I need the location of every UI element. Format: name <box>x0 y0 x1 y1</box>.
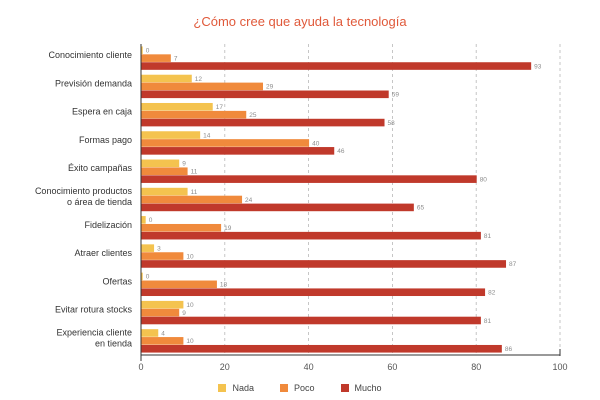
bar-nada-conocimiento-productos-o-area-de-tienda <box>141 187 188 196</box>
x-tick-label-60: 60 <box>387 362 397 372</box>
bar-poco-ofertas <box>141 280 217 289</box>
x-tick-label-20: 20 <box>220 362 230 372</box>
value-label-poco-conocimiento-productos-o-area-de-tienda: 24 <box>245 197 253 204</box>
category-label-formas-pago: Formas pago <box>79 135 132 145</box>
category-label-conocimiento-cliente: Conocimiento cliente <box>48 50 132 60</box>
x-tick-label-100: 100 <box>552 362 567 372</box>
bar-poco-fidelizacion <box>141 223 222 232</box>
value-label-mucho-experiencia-cliente-en-tienda: 86 <box>505 346 513 353</box>
bar-poco-formas-pago <box>141 139 310 147</box>
bar-nada-espera-en-caja <box>141 102 213 111</box>
bar-mucho-experiencia-cliente-en-tienda <box>141 344 502 353</box>
bar-nada-prevision-demanda <box>141 74 192 83</box>
category-label-atraer-clientes: Atraer clientes <box>74 248 132 258</box>
value-label-nada-atraer-clientes: 3 <box>157 245 161 252</box>
bar-mucho-conocimiento-cliente <box>141 62 532 70</box>
value-label-poco-evitar-rotura-stocks: 9 <box>182 310 186 317</box>
value-label-mucho-ofertas: 82 <box>488 290 496 297</box>
bar-mucho-formas-pago <box>141 147 335 155</box>
bar-poco-exito-campanas <box>141 167 188 176</box>
value-label-nada-conocimiento-cliente: 0 <box>146 48 150 55</box>
legend-item-poco: Poco <box>279 383 315 393</box>
category-label-conocimiento-productos-o-area-de-tienda: Conocimiento productos o área de tienda <box>35 186 133 207</box>
bar-poco-evitar-rotura-stocks <box>141 308 180 317</box>
bar-mucho-evitar-rotura-stocks <box>141 316 481 325</box>
bar-nada-ofertas <box>141 272 143 281</box>
value-label-mucho-formas-pago: 46 <box>337 148 345 155</box>
category-label-espera-en-caja: Espera en caja <box>72 107 132 117</box>
value-label-nada-evitar-rotura-stocks: 10 <box>186 302 194 309</box>
value-label-mucho-prevision-demanda: 59 <box>392 92 400 99</box>
category-label-fidelizacion: Fidelización <box>84 220 132 230</box>
legend-item-nada: Nada <box>218 383 254 393</box>
bar-mucho-fidelizacion <box>141 231 481 240</box>
value-label-poco-formas-pago: 40 <box>312 140 320 147</box>
bar-mucho-conocimiento-productos-o-area-de-tienda <box>141 203 414 212</box>
value-label-poco-conocimiento-cliente: 7 <box>174 55 178 62</box>
category-label-exito-campanas: Éxito campañas <box>68 163 133 173</box>
bar-nada-fidelizacion <box>141 216 146 224</box>
x-tick-label-0: 0 <box>138 362 143 372</box>
category-label-evitar-rotura-stocks: Evitar rotura stocks <box>55 305 133 315</box>
value-label-nada-fidelizacion: 0 <box>149 217 153 224</box>
bar-poco-conocimiento-cliente <box>141 54 171 62</box>
bar-nada-atraer-clientes <box>141 244 155 252</box>
category-label-prevision-demanda: Previsión demanda <box>55 78 132 88</box>
value-label-poco-experiencia-cliente-en-tienda: 10 <box>186 338 194 345</box>
value-label-mucho-exito-campanas: 80 <box>480 176 488 183</box>
value-label-poco-fidelizacion: 19 <box>224 225 232 232</box>
bar-mucho-ofertas <box>141 288 486 297</box>
value-label-poco-espera-en-caja: 25 <box>249 112 257 119</box>
legend-swatch-mucho <box>340 384 349 392</box>
value-label-poco-ofertas: 18 <box>220 282 228 289</box>
legend-swatch-poco <box>279 384 288 392</box>
legend-label-nada: Nada <box>232 383 254 393</box>
value-label-poco-prevision-demanda: 29 <box>266 84 274 91</box>
bar-mucho-atraer-clientes <box>141 260 507 268</box>
value-label-mucho-atraer-clientes: 87 <box>509 261 517 268</box>
bar-nada-experiencia-cliente-en-tienda <box>141 329 159 337</box>
value-label-poco-atraer-clientes: 10 <box>186 253 194 260</box>
value-label-nada-conocimiento-productos-o-area-de-tienda: 11 <box>191 189 198 196</box>
value-label-nada-prevision-demanda: 12 <box>195 76 203 83</box>
bar-poco-espera-en-caja <box>141 110 247 119</box>
value-label-mucho-conocimiento-productos-o-area-de-tienda: 65 <box>417 205 425 212</box>
value-label-nada-exito-campanas: 9 <box>182 161 186 168</box>
bar-mucho-exito-campanas <box>141 175 477 183</box>
value-label-nada-formas-pago: 14 <box>203 132 211 139</box>
legend-label-mucho: Mucho <box>354 383 382 393</box>
bar-poco-prevision-demanda <box>141 82 264 91</box>
bar-mucho-prevision-demanda <box>141 90 389 99</box>
chart-legend: Nada Poco Mucho <box>0 383 600 393</box>
bar-poco-atraer-clientes <box>141 252 184 260</box>
category-label-experiencia-cliente-en-tienda: Experiencia cliente en tienda <box>56 327 132 348</box>
value-label-nada-experiencia-cliente-en-tienda: 4 <box>161 330 165 337</box>
chart-title: ¿Cómo cree que ayuda la tecnología <box>193 14 407 29</box>
bar-nada-evitar-rotura-stocks <box>141 300 184 309</box>
legend-item-mucho: Mucho <box>340 383 382 393</box>
bar-nada-formas-pago <box>141 131 201 139</box>
category-label-ofertas: Ofertas <box>102 276 132 286</box>
value-label-mucho-fidelizacion: 81 <box>484 233 492 240</box>
bar-mucho-espera-en-caja <box>141 118 385 127</box>
bar-poco-experiencia-cliente-en-tienda <box>141 337 184 345</box>
bar-poco-conocimiento-productos-o-area-de-tienda <box>141 195 243 204</box>
value-label-nada-ofertas: 0 <box>146 274 150 281</box>
value-label-nada-espera-en-caja: 17 <box>216 104 224 111</box>
bar-nada-conocimiento-cliente <box>141 46 143 55</box>
value-label-mucho-conocimiento-cliente: 93 <box>534 63 542 70</box>
x-tick-label-80: 80 <box>471 362 481 372</box>
x-tick-label-40: 40 <box>304 362 314 372</box>
value-label-poco-exito-campanas: 11 <box>191 169 198 176</box>
legend-swatch-nada <box>218 384 227 392</box>
bar-nada-exito-campanas <box>141 159 180 168</box>
legend-label-poco: Poco <box>293 383 315 393</box>
value-label-mucho-espera-en-caja: 58 <box>388 120 396 127</box>
value-label-mucho-evitar-rotura-stocks: 81 <box>484 318 492 325</box>
